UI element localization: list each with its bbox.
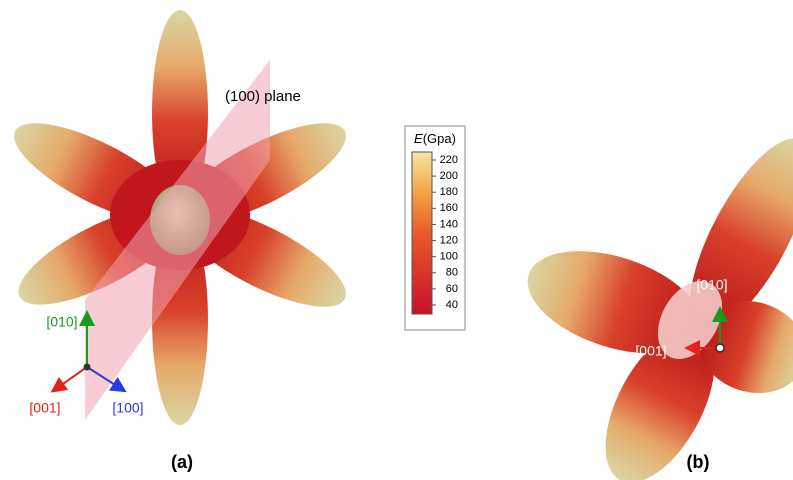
colorbar-label: 120 bbox=[440, 234, 458, 246]
colorbar-label: 100 bbox=[440, 251, 458, 263]
colorbar-unit: (Gpa) bbox=[423, 131, 456, 146]
plane bbox=[85, 60, 270, 420]
colorbar-label: 220 bbox=[440, 154, 458, 166]
caption: (b) bbox=[687, 452, 710, 472]
colorbar-title: E(Gpa) bbox=[414, 131, 456, 146]
colorbar-label: 180 bbox=[440, 186, 458, 198]
caption: (a) bbox=[171, 452, 193, 472]
axis-label: [001] bbox=[635, 343, 666, 359]
axis-origin bbox=[715, 343, 725, 353]
colorbar bbox=[411, 151, 433, 315]
colorbar-label: 80 bbox=[446, 267, 458, 279]
colorbar-label: 40 bbox=[446, 299, 458, 311]
lobe bbox=[605, 327, 715, 480]
colorbar-label: 200 bbox=[440, 170, 458, 182]
axis-label: [001] bbox=[29, 400, 60, 416]
axis-arrow bbox=[86, 366, 127, 393]
plane-label: (100) plane bbox=[225, 88, 301, 105]
colorbar-label: 60 bbox=[446, 283, 458, 295]
colorbar-label: 160 bbox=[440, 202, 458, 214]
lobe bbox=[689, 138, 793, 332]
colorbar-symbol: E bbox=[414, 131, 423, 146]
axis-label: [010] bbox=[696, 277, 727, 293]
lobe bbox=[698, 300, 793, 394]
axis-arrow bbox=[50, 366, 88, 393]
surface-b bbox=[527, 138, 793, 480]
colorbar-label: 140 bbox=[440, 218, 458, 230]
axis-label: [010] bbox=[46, 314, 77, 330]
colorbar-labels: 220 200 180 160 140 120 100 80 60 40 bbox=[432, 154, 458, 311]
axis-origin bbox=[83, 363, 91, 371]
axis-label: [100] bbox=[112, 400, 143, 416]
lobe bbox=[527, 251, 702, 354]
surface-cut bbox=[657, 281, 723, 359]
